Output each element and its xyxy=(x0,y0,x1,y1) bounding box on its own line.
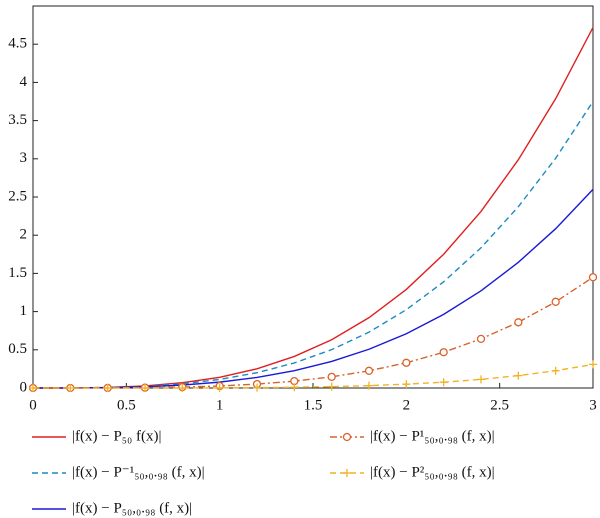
marker xyxy=(215,383,224,392)
legend-label: |f(x) − P¹₅₀,₀.₉₈ (f, x)| xyxy=(370,428,495,444)
marker xyxy=(253,383,261,392)
x-tick-label: 1.5 xyxy=(304,397,323,413)
y-tick-label: 2 xyxy=(20,227,28,243)
y-tick-label: 0.5 xyxy=(8,341,27,357)
marker xyxy=(178,384,187,392)
legend-label: |f(x) − P₅₀,₀.₉₈ (f, x)| xyxy=(72,500,192,516)
y-tick-label: 4 xyxy=(20,74,28,90)
y-tick-label: 1.5 xyxy=(8,265,27,281)
marker xyxy=(327,382,336,391)
plot-frame xyxy=(32,5,594,389)
marker xyxy=(477,375,485,384)
series-line xyxy=(32,27,594,389)
marker xyxy=(290,383,299,392)
marker xyxy=(66,384,75,392)
marker xyxy=(342,432,352,442)
marker xyxy=(514,371,523,380)
series-line xyxy=(33,188,594,389)
marker xyxy=(327,372,336,381)
marker xyxy=(589,360,597,369)
marker xyxy=(551,366,560,375)
marker xyxy=(364,366,374,375)
x-tick-label: 1 xyxy=(216,397,224,413)
marker xyxy=(439,378,448,387)
x-tick-label: 2 xyxy=(403,397,411,413)
y-tick-label: 2.5 xyxy=(8,188,27,204)
legend-label: |f(x) − P²₅₀,₀.₉₈ (f, x)| xyxy=(370,464,495,480)
marker xyxy=(29,384,37,392)
y-tick-label: 0 xyxy=(20,379,28,395)
marker xyxy=(476,334,486,344)
marker xyxy=(402,380,411,389)
y-tick-label: 3.5 xyxy=(8,112,27,128)
marker xyxy=(141,384,149,392)
marker xyxy=(551,297,560,306)
x-tick-label: 0 xyxy=(29,397,37,413)
y-tick-label: 4.5 xyxy=(8,36,27,52)
series-line xyxy=(32,101,594,389)
marker xyxy=(402,358,411,367)
x-tick-label: 0.5 xyxy=(117,397,136,413)
x-tick-label: 3 xyxy=(589,397,597,413)
marker xyxy=(365,381,373,390)
marker xyxy=(103,384,112,392)
marker xyxy=(588,273,598,282)
marker xyxy=(439,348,448,357)
legend-label: |f(x) − P⁻¹₅₀,₀.₉₈ (f, x)| xyxy=(72,464,205,480)
series-line xyxy=(33,363,594,389)
x-tick-label: 2.5 xyxy=(490,397,509,413)
y-tick-label: 3 xyxy=(20,150,28,166)
legend-label: |f(x) − P₅₀ f(x)| xyxy=(72,428,162,444)
marker xyxy=(343,469,351,477)
series-line xyxy=(33,276,594,389)
marker xyxy=(514,318,523,327)
y-tick-label: 1 xyxy=(20,303,28,319)
